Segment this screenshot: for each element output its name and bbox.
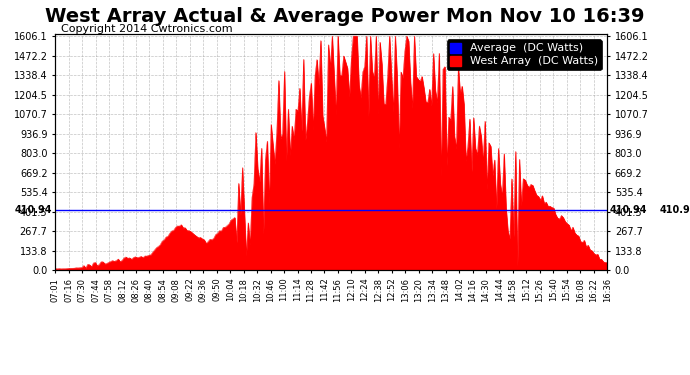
Text: 410.94: 410.94 <box>610 205 647 215</box>
Text: Copyright 2014 Cwtronics.com: Copyright 2014 Cwtronics.com <box>61 24 233 34</box>
Text: 410.94: 410.94 <box>15 205 52 215</box>
Text: West Array Actual & Average Power Mon Nov 10 16:39: West Array Actual & Average Power Mon No… <box>46 8 644 27</box>
Legend: Average  (DC Watts), West Array  (DC Watts): Average (DC Watts), West Array (DC Watts… <box>447 39 602 70</box>
Text: 410.94: 410.94 <box>660 205 690 215</box>
